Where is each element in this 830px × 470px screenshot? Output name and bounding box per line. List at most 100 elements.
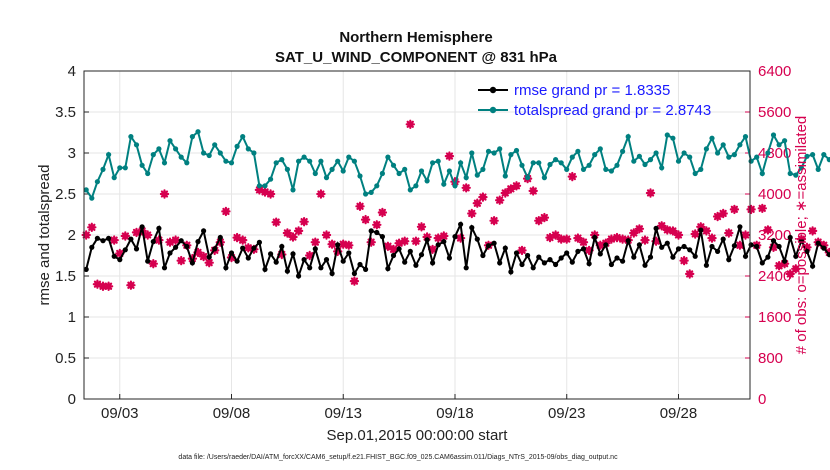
- rmse-point: [122, 247, 128, 253]
- assimilated-count-marker: [562, 234, 572, 244]
- totalspread-point: [787, 170, 793, 177]
- totalspread-point: [592, 152, 598, 158]
- rmse-point: [413, 262, 419, 268]
- y-tick-label: 1.5: [55, 268, 76, 285]
- totalspread-point: [698, 166, 704, 172]
- totalspread-point: [603, 166, 609, 172]
- rmse-point: [519, 261, 525, 268]
- totalspread-point: [742, 134, 749, 140]
- assimilated-count-marker: [511, 181, 522, 191]
- assimilated-count-marker: [427, 244, 438, 254]
- rmse-point: [106, 235, 112, 241]
- rmse-point: [323, 257, 330, 263]
- assimilated-count-marker: [679, 255, 689, 266]
- rmse-point: [284, 268, 290, 274]
- totalspread-point: [687, 154, 693, 160]
- totalspread-point: [810, 152, 816, 158]
- assimilated-count-marker: [159, 189, 170, 199]
- assimilated-count-marker: [109, 235, 119, 245]
- totalspread-point: [413, 183, 419, 189]
- rmse-point: [329, 270, 335, 277]
- rmse-point: [787, 234, 793, 241]
- totalspread-point: [776, 142, 782, 148]
- totalspread-point: [357, 173, 363, 179]
- plot-area: [81, 119, 830, 291]
- rmse-point: [206, 254, 212, 260]
- assimilated-count-marker: [629, 228, 639, 238]
- rmse-point: [782, 258, 788, 264]
- rmse-point: [620, 258, 626, 264]
- assimilated-count-marker: [377, 207, 388, 218]
- assimilated-count-marker: [170, 235, 181, 245]
- rmse-point: [111, 253, 117, 259]
- totalspread-point: [206, 152, 212, 159]
- assimilated-count-marker: [327, 239, 337, 249]
- totalspread-point: [452, 183, 458, 189]
- x-tick-label: 09/18: [436, 405, 474, 422]
- rmse-point: [100, 238, 106, 244]
- totalspread-point: [759, 170, 765, 177]
- rmse-point: [575, 248, 581, 254]
- assimilated-count-marker: [422, 232, 432, 242]
- assimilated-count-marker: [198, 251, 209, 262]
- rmse-point: [340, 258, 346, 264]
- totalspread-point: [720, 142, 726, 148]
- assimilated-count-marker: [634, 224, 645, 234]
- assimilated-count-marker: [807, 226, 818, 236]
- totalspread-point: [737, 142, 743, 148]
- rmse-point: [296, 273, 302, 279]
- totalspread-point: [128, 134, 134, 140]
- rmse-point: [815, 240, 821, 246]
- rmse-point: [424, 237, 430, 243]
- totalspread-point: [536, 160, 542, 166]
- rmse-point: [396, 246, 402, 252]
- x-tick-label: 09/23: [548, 405, 586, 422]
- rmse-point: [580, 246, 587, 252]
- rmse-point: [765, 254, 771, 260]
- rmse-point: [83, 266, 89, 272]
- assimilated-count-marker: [472, 198, 482, 208]
- totalspread-point: [407, 187, 413, 193]
- assimilated-count-marker: [612, 232, 622, 243]
- assimilated-count-marker: [517, 245, 527, 256]
- assimilated-count-marker: [221, 206, 231, 217]
- y2-tick-label: 1600: [758, 309, 791, 326]
- rmse-point: [385, 266, 391, 272]
- totalspread-point: [100, 166, 106, 172]
- rmse-point: [335, 242, 341, 248]
- rmse-point: [536, 254, 542, 260]
- rmse-point: [94, 235, 100, 241]
- totalspread-point: [318, 158, 324, 164]
- assimilated-count-marker: [277, 249, 287, 260]
- totalspread-point: [508, 152, 514, 158]
- totalspread-point: [513, 147, 520, 154]
- rmse-point: [245, 255, 251, 261]
- totalspread-point: [156, 146, 162, 152]
- totalspread-point: [815, 166, 821, 172]
- totalspread-point: [625, 134, 631, 140]
- rmse-point: [435, 242, 441, 248]
- assimilated-count-marker: [478, 192, 488, 202]
- totalspread-point: [201, 150, 207, 156]
- assimilated-count-marker: [712, 211, 723, 222]
- totalspread-point: [497, 146, 503, 152]
- totalspread-point: [228, 160, 235, 166]
- rmse-point: [318, 265, 324, 271]
- totalspread-point: [692, 170, 698, 177]
- assimilated-count-marker: [131, 227, 142, 238]
- assimilated-count-marker: [495, 195, 505, 205]
- rmse-point: [441, 239, 447, 245]
- assimilated-count-marker: [819, 240, 829, 250]
- assimilated-count-marker: [534, 216, 544, 226]
- assimilated-count-marker: [366, 237, 376, 247]
- assimilated-count-marker: [411, 236, 421, 246]
- assimilated-count-marker: [165, 237, 175, 247]
- assimilated-count-marker: [746, 204, 756, 215]
- assimilated-count-marker: [120, 231, 130, 241]
- rmse-point: [150, 239, 156, 245]
- totalspread-point: [664, 132, 670, 138]
- rmse-point: [597, 251, 603, 257]
- assimilated-count-marker: [260, 187, 270, 197]
- totalspread-point: [597, 146, 603, 152]
- assimilated-count-marker: [400, 236, 410, 246]
